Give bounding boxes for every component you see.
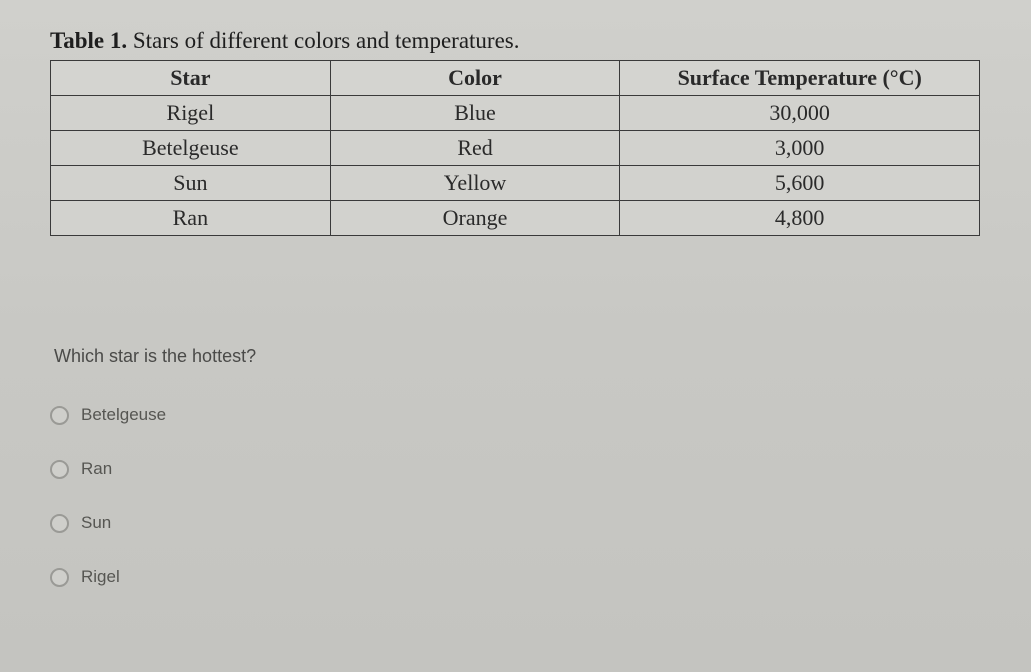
table-row: Sun Yellow 5,600 — [51, 166, 980, 201]
option-label: Sun — [81, 513, 111, 533]
option-ran[interactable]: Ran — [50, 459, 995, 479]
cell-color: Yellow — [330, 166, 620, 201]
col-header-temp: Surface Temperature (°C) — [620, 61, 980, 96]
cell-temp: 4,800 — [620, 201, 980, 236]
answer-options: Betelgeuse Ran Sun Rigel — [50, 405, 995, 587]
table-row: Betelgeuse Red 3,000 — [51, 131, 980, 166]
option-rigel[interactable]: Rigel — [50, 567, 995, 587]
table-caption: Table 1. Stars of different colors and t… — [50, 28, 995, 54]
cell-temp: 3,000 — [620, 131, 980, 166]
option-label: Ran — [81, 459, 112, 479]
col-header-color: Color — [330, 61, 620, 96]
radio-icon — [50, 406, 69, 425]
option-betelgeuse[interactable]: Betelgeuse — [50, 405, 995, 425]
radio-icon — [50, 514, 69, 533]
cell-star: Betelgeuse — [51, 131, 331, 166]
cell-color: Red — [330, 131, 620, 166]
radio-icon — [50, 460, 69, 479]
cell-star: Ran — [51, 201, 331, 236]
question-text: Which star is the hottest? — [54, 346, 995, 367]
stars-table: Star Color Surface Temperature (°C) Rige… — [50, 60, 980, 236]
cell-temp: 30,000 — [620, 96, 980, 131]
cell-color: Orange — [330, 201, 620, 236]
cell-temp: 5,600 — [620, 166, 980, 201]
cell-star: Rigel — [51, 96, 331, 131]
table-row: Rigel Blue 30,000 — [51, 96, 980, 131]
table-caption-label: Table 1. — [50, 28, 127, 53]
radio-icon — [50, 568, 69, 587]
cell-star: Sun — [51, 166, 331, 201]
option-label: Betelgeuse — [81, 405, 166, 425]
cell-color: Blue — [330, 96, 620, 131]
table-row: Ran Orange 4,800 — [51, 201, 980, 236]
table-header-row: Star Color Surface Temperature (°C) — [51, 61, 980, 96]
option-label: Rigel — [81, 567, 120, 587]
col-header-star: Star — [51, 61, 331, 96]
table-caption-text: Stars of different colors and temperatur… — [133, 28, 520, 53]
option-sun[interactable]: Sun — [50, 513, 995, 533]
